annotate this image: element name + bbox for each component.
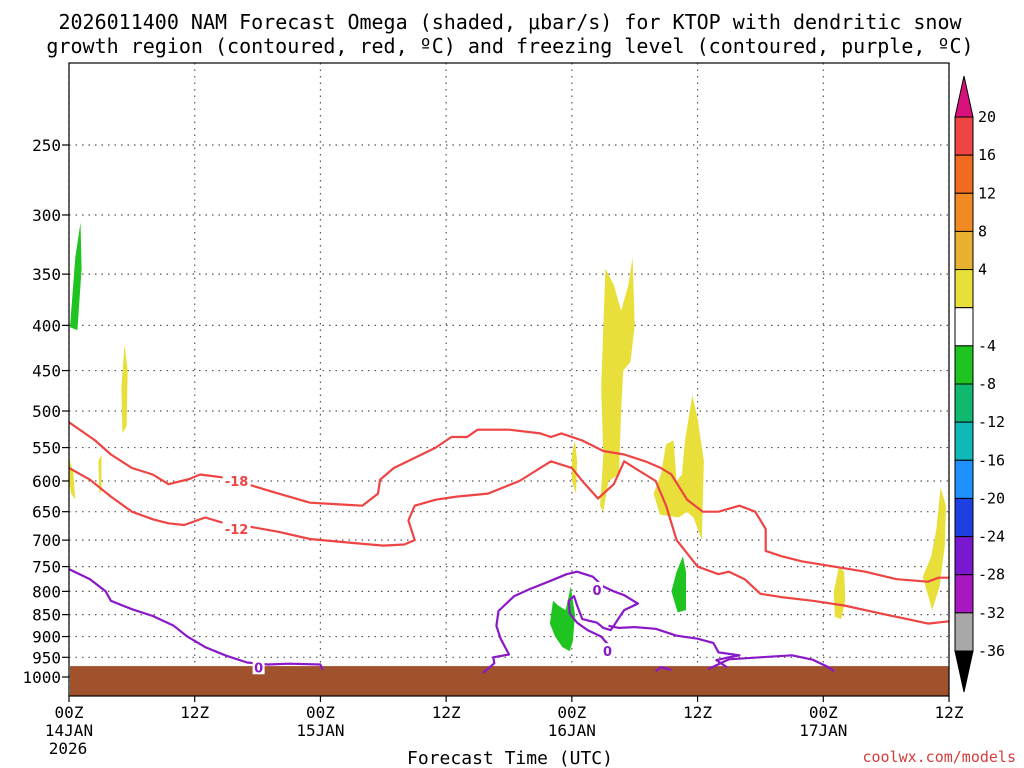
colorbar-label: 4 [978, 261, 987, 279]
dsg-contour-label: -12 [225, 523, 249, 538]
colorbar-label: -20 [978, 489, 1005, 507]
omega-region [671, 556, 686, 613]
dsg-contour-line [69, 460, 949, 625]
freezing-contour-label: 0 [603, 645, 612, 660]
colorbar-swatch [954, 612, 974, 652]
y-tick-label: 350 [32, 265, 61, 284]
colorbar-swatch [954, 421, 974, 461]
contour-label-bg [591, 581, 603, 597]
colorbar-swatch [954, 230, 974, 271]
plot-frame [68, 62, 950, 697]
freezing-contour-line [69, 568, 324, 671]
colorbar-label: -36 [978, 642, 1005, 660]
credit-text: coolwx.com/models [862, 748, 1016, 766]
x-tick-time-label: 00Z [557, 703, 586, 722]
contour-label-bg [601, 643, 614, 659]
y-tick-label: 250 [32, 136, 61, 155]
colorbar-swatch [954, 345, 974, 385]
x-tick-date-label: 16JAN [548, 721, 596, 740]
y-axis: 250 300 350 400 450 500 550 600 650 700 750 800 850 9… [22, 136, 69, 687]
x-tick-time-label: 12Z [180, 703, 209, 722]
colorbar-label: -4 [978, 337, 996, 355]
omega-region [922, 487, 946, 611]
y-tick-label: 450 [32, 362, 61, 381]
dsg-contour-line [69, 421, 949, 583]
colorbar-swatch [954, 154, 974, 194]
omega-region [121, 344, 128, 434]
x-tick-time-label: 12Z [935, 703, 964, 722]
x-axis-label: Forecast Time (UTC) [407, 748, 613, 768]
contour-label-bg [252, 659, 265, 675]
colorbar-label: -8 [978, 375, 996, 393]
y-tick-label: 400 [32, 316, 61, 335]
x-tick-year-label: 2026 [49, 739, 88, 758]
colorbar-swatch [954, 269, 974, 309]
freezing-contour-line [655, 666, 672, 673]
ground-bar [70, 666, 949, 696]
x-tick-time-label: 00Z [306, 703, 335, 722]
colorbar-swatch [954, 459, 974, 499]
x-tick-time-label: 12Z [432, 703, 461, 722]
freezing-contour-label: 0 [592, 584, 601, 599]
colorbar-label: 12 [978, 184, 996, 202]
colorbar-label: -24 [978, 528, 1005, 546]
colorbar-label: -28 [978, 566, 1005, 584]
colorbar-swatch [954, 536, 974, 576]
colorbar-swatch [954, 383, 974, 423]
omega-region [70, 222, 82, 331]
contour-labels: -18 -12 0 0 0 [222, 472, 614, 676]
colorbar-label: -16 [978, 451, 1005, 469]
y-tick-label: 700 [32, 531, 61, 550]
y-tick-label: 750 [32, 558, 61, 577]
y-tick-label: 1000 [22, 668, 61, 687]
omega-region [98, 454, 102, 494]
colorbar-label: 20 [978, 108, 996, 126]
colorbar-swatch [954, 192, 974, 232]
ground-layer [70, 666, 949, 696]
omega-region [600, 257, 635, 512]
colorbar: 20 16 12 8 4 -4 -8 -12 -16 -20 -24 -28 -32 -36 [954, 75, 1005, 693]
freezing-contour-label: 0 [254, 661, 263, 676]
colorbar-swatch [954, 307, 974, 347]
colorbar-bottom-arrow [954, 650, 974, 693]
colorbar-label: -32 [978, 604, 1005, 622]
freezing-contour-line [707, 654, 835, 673]
y-tick-label: 850 [32, 606, 61, 625]
x-tick-time-label: 00Z [55, 703, 84, 722]
x-tick-time-label: 12Z [683, 703, 712, 722]
y-tick-label: 950 [32, 648, 61, 667]
contour-label-bg [222, 472, 251, 488]
omega-region [571, 440, 578, 494]
y-tick-label: 600 [32, 472, 61, 491]
y-tick-label: 800 [32, 582, 61, 601]
freezing-contour-line [608, 624, 741, 669]
x-tick-date-label: 15JAN [296, 721, 344, 740]
dsg-contour-label: -18 [225, 475, 249, 490]
x-tick-date-label: 14JAN [45, 721, 93, 740]
freezing-contour-line [482, 570, 640, 674]
colorbar-label: 8 [978, 222, 987, 240]
title-line-2: growth region (contoured, red, ºC) and f… [46, 34, 973, 58]
x-tick-date-label: 17JAN [799, 721, 847, 740]
y-tick-label: 500 [32, 402, 61, 421]
colorbar-label: 16 [978, 146, 996, 164]
colorbar-swatch [954, 574, 974, 614]
colorbar-swatch [954, 116, 974, 156]
colorbar-label: -12 [978, 413, 1005, 431]
colorbar-swatch [954, 497, 974, 538]
dendritic-growth-contours [69, 421, 949, 625]
contour-label-bg [222, 520, 251, 536]
y-tick-label: 650 [32, 503, 61, 522]
title-line-1: 2026011400 NAM Forecast Omega (shaded, μ… [58, 10, 962, 34]
y-tick-label: 900 [32, 628, 61, 647]
y-tick-label: 550 [32, 439, 61, 458]
freezing-level-contours [69, 568, 835, 674]
x-tick-time-label: 00Z [809, 703, 838, 722]
y-tick-label: 300 [32, 206, 61, 225]
